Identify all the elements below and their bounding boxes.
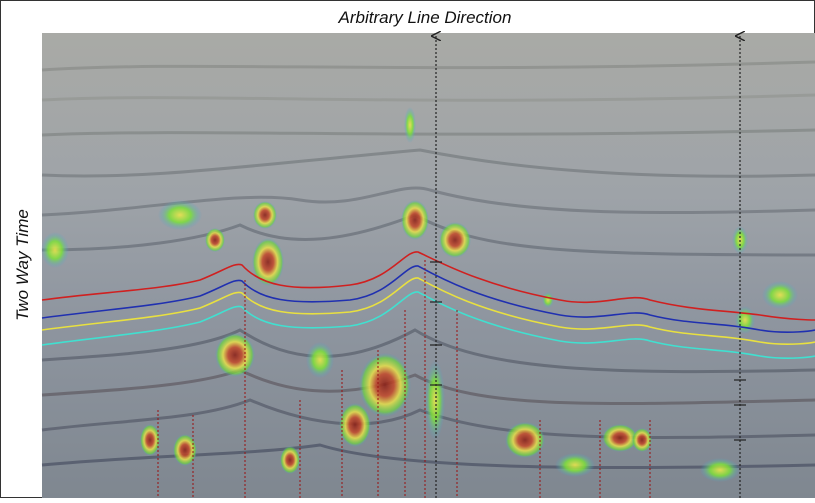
title: Arbitrary Line Direction (338, 8, 512, 27)
seismic-section (41, 33, 815, 498)
y-axis-label: Two Way Time (13, 209, 32, 321)
